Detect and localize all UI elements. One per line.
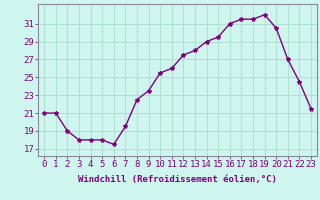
X-axis label: Windchill (Refroidissement éolien,°C): Windchill (Refroidissement éolien,°C)	[78, 175, 277, 184]
